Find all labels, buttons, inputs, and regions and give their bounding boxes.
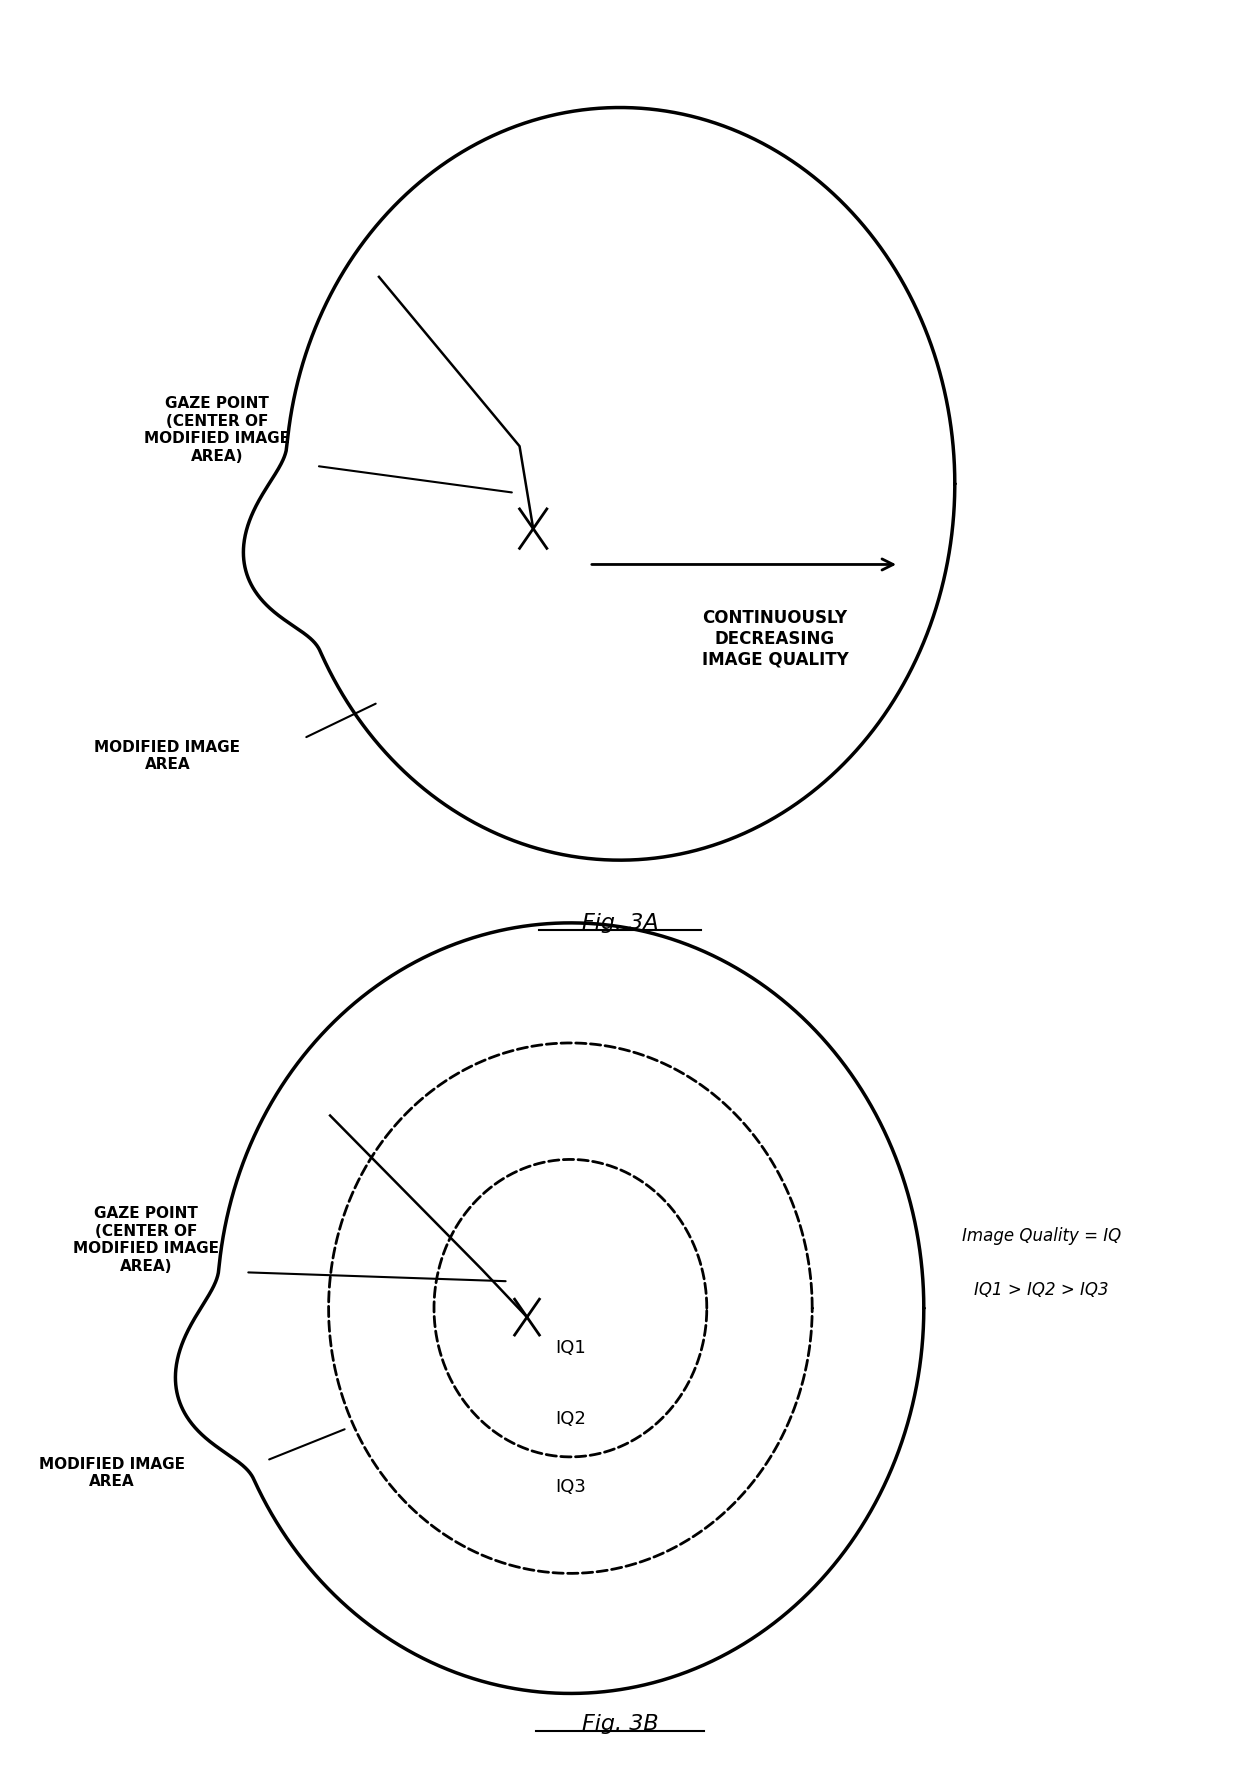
Text: Fig. 3A: Fig. 3A (582, 912, 658, 934)
Text: Fig. 3B: Fig. 3B (582, 1713, 658, 1735)
Text: IQ1 > IQ2 > IQ3: IQ1 > IQ2 > IQ3 (975, 1281, 1109, 1299)
Text: IQ1: IQ1 (556, 1339, 585, 1357)
Text: Image Quality = IQ: Image Quality = IQ (962, 1228, 1121, 1245)
Text: IQ3: IQ3 (556, 1478, 585, 1496)
Text: MODIFIED IMAGE
AREA: MODIFIED IMAGE AREA (38, 1457, 185, 1489)
Text: GAZE POINT
(CENTER OF
MODIFIED IMAGE
AREA): GAZE POINT (CENTER OF MODIFIED IMAGE ARE… (73, 1206, 219, 1274)
Text: MODIFIED IMAGE
AREA: MODIFIED IMAGE AREA (94, 740, 241, 772)
Text: GAZE POINT
(CENTER OF
MODIFIED IMAGE
AREA): GAZE POINT (CENTER OF MODIFIED IMAGE ARE… (144, 396, 290, 464)
Text: CONTINUOUSLY
DECREASING
IMAGE QUALITY: CONTINUOUSLY DECREASING IMAGE QUALITY (702, 609, 848, 668)
Text: IQ2: IQ2 (556, 1410, 585, 1428)
